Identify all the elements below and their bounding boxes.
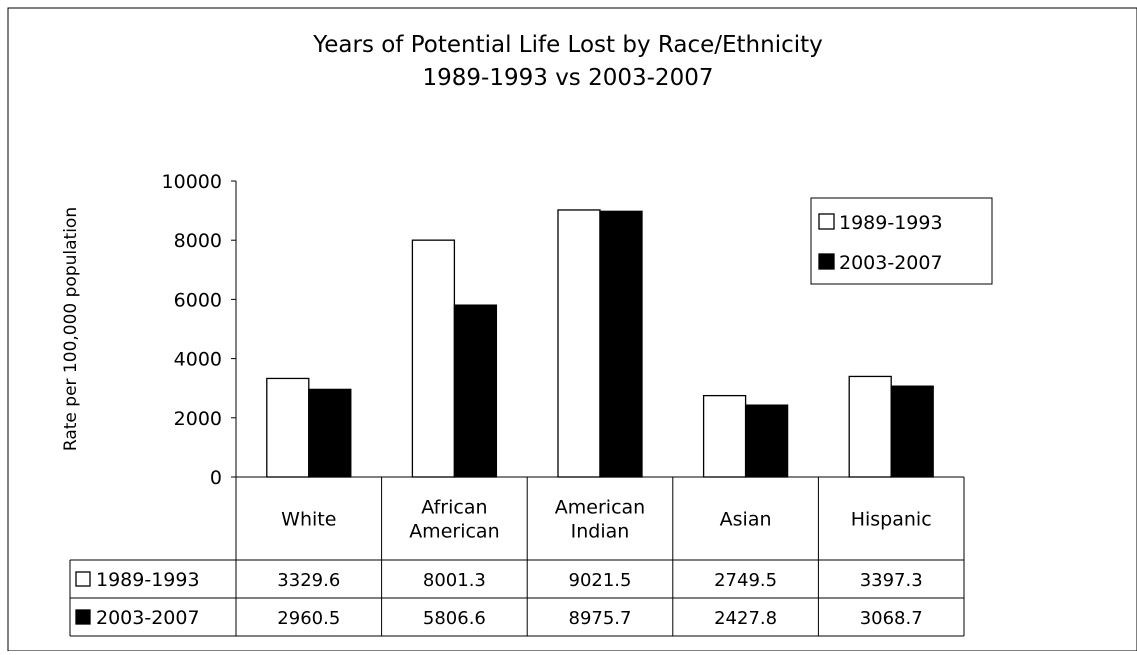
table-cell-value: 2427.8 xyxy=(714,608,777,629)
table-legend-key xyxy=(75,571,91,587)
bar-series2 xyxy=(744,404,789,478)
y-tick-label: 6000 xyxy=(174,289,222,311)
bar-series2 xyxy=(599,210,643,478)
category-label: Asian xyxy=(720,509,772,531)
category-label: Hispanic xyxy=(851,509,932,531)
legend-box xyxy=(810,197,993,285)
bar-series2 xyxy=(308,388,352,478)
category-label: Indian xyxy=(571,521,630,543)
y-axis-title: Rate per 100,000 population xyxy=(61,207,81,451)
bar-series1 xyxy=(266,377,310,478)
bar-series1 xyxy=(702,394,747,478)
legend-label: 1989-1993 xyxy=(839,212,943,234)
y-tick-label: 10000 xyxy=(162,171,222,193)
table-cell-value: 2749.5 xyxy=(714,570,777,591)
category-label: American xyxy=(409,521,499,543)
table-cell-value: 8001.3 xyxy=(423,570,486,591)
y-axis-label: Rate per 100,000 population xyxy=(61,207,81,451)
bar-series1 xyxy=(411,239,456,478)
table-row-header: 1989-1993 xyxy=(96,569,200,591)
table-row-header: 2003-2007 xyxy=(96,607,200,629)
table-cell-value: 3329.6 xyxy=(277,570,340,591)
legend-key xyxy=(818,253,835,270)
legend-key xyxy=(818,213,835,230)
category-label: American xyxy=(555,497,645,519)
legend-label: 2003-2007 xyxy=(839,252,943,274)
table-cell-value: 3397.3 xyxy=(860,570,923,591)
bar-series2 xyxy=(890,385,934,478)
legend: 1989-1993 2003-2007 xyxy=(810,197,993,285)
bar-series1 xyxy=(557,209,601,478)
bar-series2 xyxy=(453,304,498,478)
y-tick-label: 0 xyxy=(210,467,222,489)
table-cell-value: 9021.5 xyxy=(569,570,632,591)
bars xyxy=(266,209,934,478)
chart-title-line: Years of Potential Life Lost by Race/Eth… xyxy=(312,32,823,58)
y-tick-label: 4000 xyxy=(174,349,222,371)
chart-title-line: 1989-1993 vs 2003-2007 xyxy=(423,65,714,91)
table-cell-value: 2960.5 xyxy=(277,608,340,629)
y-axis: 0 2000 4000 6000 8000 10000 xyxy=(162,171,237,489)
y-tick-label: 2000 xyxy=(174,408,222,430)
table-cell-value: 5806.6 xyxy=(423,608,486,629)
bar-series1 xyxy=(848,375,892,478)
table-cell-value: 3068.7 xyxy=(860,608,923,629)
table-cell-value: 8975.7 xyxy=(569,608,632,629)
category-label: African xyxy=(421,497,487,519)
chart-title: Years of Potential Life Lost by Race/Eth… xyxy=(312,32,823,91)
category-label: White xyxy=(281,509,336,531)
y-tick-label: 8000 xyxy=(174,230,222,252)
table-legend-key xyxy=(75,609,91,625)
